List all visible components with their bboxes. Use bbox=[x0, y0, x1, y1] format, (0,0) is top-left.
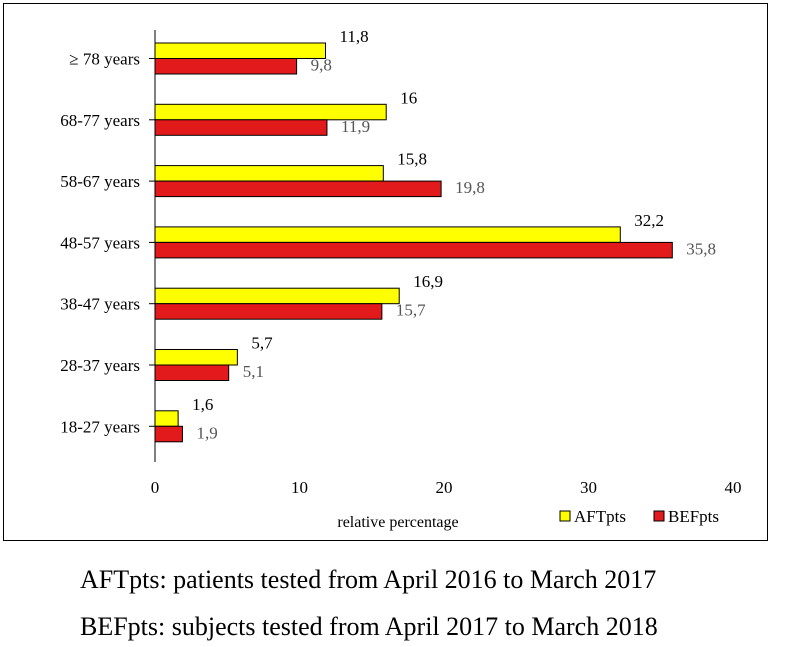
bar-befpts bbox=[154, 58, 298, 75]
x-tick-label: 0 bbox=[151, 478, 160, 497]
category-label: 68-77 years bbox=[60, 111, 140, 130]
bar-aftpts bbox=[154, 287, 400, 305]
category-label: 38-47 years bbox=[60, 295, 140, 314]
caption-aftpts: AFTpts: patients tested from April 2016 … bbox=[80, 565, 657, 594]
data-label-befpts: 9,8 bbox=[311, 56, 332, 75]
bar-aftpts bbox=[154, 42, 327, 59]
chart-frame bbox=[3, 3, 768, 541]
category-label: 58-67 years bbox=[60, 172, 140, 191]
data-label-aftpts: 11,8 bbox=[340, 27, 369, 46]
bar-befpts bbox=[154, 364, 230, 381]
data-label-befpts: 19,8 bbox=[455, 178, 485, 197]
bar-befpts bbox=[154, 241, 673, 259]
bar-aftpts bbox=[154, 165, 384, 182]
data-label-aftpts: 5,7 bbox=[251, 334, 273, 353]
bar-befpts bbox=[154, 119, 328, 136]
category-label: 18-27 years bbox=[60, 417, 140, 436]
data-label-befpts: 5,1 bbox=[243, 362, 264, 381]
data-label-befpts: 11,9 bbox=[341, 117, 370, 136]
x-tick-label: 20 bbox=[436, 478, 453, 497]
legend-label-befpts: BEFpts bbox=[668, 507, 719, 526]
x-tick-label: 40 bbox=[725, 478, 742, 497]
data-label-befpts: 35,8 bbox=[686, 239, 716, 258]
x-axis-title: relative percentage bbox=[337, 514, 458, 531]
caption-befpts: BEFpts: subjects tested from April 2017 … bbox=[80, 612, 658, 641]
data-label-aftpts: 16 bbox=[400, 88, 417, 107]
bar-aftpts bbox=[154, 349, 238, 366]
legend-swatch-aftpts bbox=[559, 510, 571, 522]
x-tick-label: 10 bbox=[291, 478, 308, 497]
category-label: 48-57 years bbox=[60, 233, 140, 252]
x-tick-label: 30 bbox=[580, 478, 597, 497]
data-label-befpts: 15,7 bbox=[396, 301, 426, 320]
legend-label-aftpts: AFTpts bbox=[574, 507, 626, 526]
category-label: ≥ 78 years bbox=[69, 50, 140, 69]
data-label-aftpts: 15,8 bbox=[397, 150, 427, 169]
bar-aftpts bbox=[154, 410, 179, 427]
bar-aftpts bbox=[154, 226, 621, 243]
data-label-aftpts: 1,6 bbox=[192, 395, 213, 414]
data-label-befpts: 1,9 bbox=[196, 423, 217, 442]
bar-chart: ≥ 78 years 11,8 9,8 68-77 years 16 11,9 58-67 … bbox=[60, 27, 742, 531]
bar-befpts bbox=[154, 180, 442, 198]
bar-befpts bbox=[154, 303, 383, 320]
bar-befpts bbox=[154, 425, 183, 443]
legend-swatch-befpts bbox=[653, 510, 665, 522]
data-label-aftpts: 16,9 bbox=[413, 272, 443, 291]
data-label-aftpts: 32,2 bbox=[634, 211, 664, 230]
category-label: 28-37 years bbox=[60, 356, 140, 375]
